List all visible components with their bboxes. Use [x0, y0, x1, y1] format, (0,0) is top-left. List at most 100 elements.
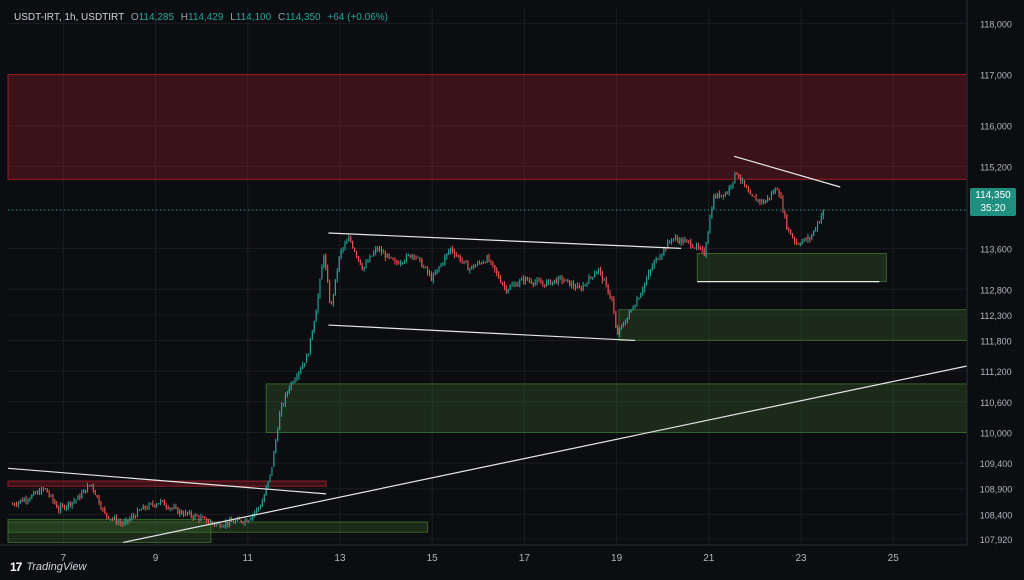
candle-down: [394, 260, 396, 262]
candle-down: [590, 276, 592, 278]
candle-down: [682, 239, 684, 243]
candle-down: [549, 279, 552, 285]
candle-down: [171, 507, 173, 509]
candle-down: [601, 272, 603, 281]
candle-down: [152, 503, 154, 506]
candle-down: [461, 260, 463, 262]
candle-down: [12, 504, 14, 506]
candle-up: [674, 237, 676, 239]
candle-down: [573, 283, 575, 287]
candle-down: [688, 240, 690, 242]
candle-down: [190, 512, 192, 517]
candle-up: [332, 294, 334, 304]
candle-up: [348, 237, 350, 241]
candle-up: [77, 495, 79, 500]
candle-up: [136, 509, 139, 517]
candle-up: [209, 521, 212, 523]
candle-down: [722, 194, 724, 197]
candle-up: [277, 430, 279, 441]
candle-down: [542, 283, 544, 285]
candle-down: [135, 516, 137, 518]
candle-up: [267, 481, 269, 488]
candle-up: [757, 199, 759, 201]
candle-up: [215, 524, 217, 526]
candle-up: [23, 498, 25, 502]
candle-up: [486, 256, 488, 263]
candle-up: [818, 221, 820, 224]
candle-up: [244, 519, 246, 523]
candle-up: [647, 272, 650, 279]
candle-down: [242, 522, 244, 524]
y-tick-label: 111,800: [980, 336, 1011, 346]
candle-down: [25, 498, 27, 502]
change-value: +64 (+0.06%): [327, 12, 388, 23]
candle-up: [596, 271, 598, 275]
candle-up: [707, 232, 709, 244]
candle-up: [646, 278, 648, 284]
candle-up: [110, 518, 112, 520]
candle-down: [697, 245, 699, 248]
candle-down: [457, 255, 459, 257]
candle-down: [467, 262, 469, 271]
candle-up: [252, 514, 254, 519]
candle-up: [273, 451, 275, 467]
candle-down: [355, 251, 358, 257]
candle-down: [490, 261, 492, 263]
trendline-4: [123, 365, 968, 544]
candle-down: [133, 516, 135, 518]
candle-up: [363, 267, 365, 270]
candle-down: [127, 519, 129, 522]
candle-down: [246, 519, 248, 522]
candle-up: [125, 519, 127, 523]
candle-up: [184, 512, 187, 516]
candle-up: [200, 517, 202, 520]
x-tick-label: 23: [795, 553, 807, 564]
candle-up: [517, 284, 519, 287]
candle-down: [755, 197, 757, 201]
branding[interactable]: 17 TradingView: [10, 560, 86, 574]
candle-down: [736, 172, 738, 175]
candle-down: [453, 251, 455, 255]
candle-down: [240, 519, 242, 523]
candle-up: [33, 492, 35, 496]
candle-down: [494, 265, 496, 270]
candle-up: [156, 504, 158, 507]
candle-up: [248, 520, 250, 522]
candle-down: [501, 282, 504, 285]
candle-down: [609, 292, 611, 297]
candle-up: [60, 505, 62, 511]
candle-up: [319, 279, 321, 296]
candle-up: [306, 355, 308, 363]
candle-up: [619, 327, 621, 335]
candle-up: [407, 254, 409, 256]
candle-up: [765, 200, 767, 204]
y-tick-label: 108,900: [980, 485, 1013, 495]
y-tick-label: 116,000: [980, 122, 1012, 132]
candle-up: [298, 371, 300, 377]
candle-down: [183, 513, 185, 516]
candle-down: [238, 518, 240, 520]
open-value: 114,285: [138, 12, 174, 23]
symbol-label[interactable]: USDT-IRT, 1h, USDTIRT: [14, 12, 125, 23]
candle-up: [450, 247, 452, 252]
low-key: L: [230, 12, 236, 23]
candle-up: [379, 249, 381, 251]
x-tick-label: 25: [888, 553, 900, 564]
candle-up: [382, 252, 384, 254]
candle-down: [473, 265, 475, 268]
candle-down: [569, 280, 571, 286]
candle-up: [630, 309, 632, 312]
candle-down: [100, 503, 102, 509]
x-tick-label: 17: [519, 553, 531, 564]
candle-up: [271, 466, 273, 475]
candle-down: [530, 280, 532, 284]
candle-down: [484, 262, 486, 264]
candle-up: [179, 510, 181, 514]
candle-up: [402, 262, 404, 264]
candle-up: [40, 488, 42, 495]
candle-up: [27, 499, 29, 502]
trendline-2: [733, 155, 841, 188]
candle-up: [334, 279, 336, 295]
candle-up: [369, 256, 371, 262]
